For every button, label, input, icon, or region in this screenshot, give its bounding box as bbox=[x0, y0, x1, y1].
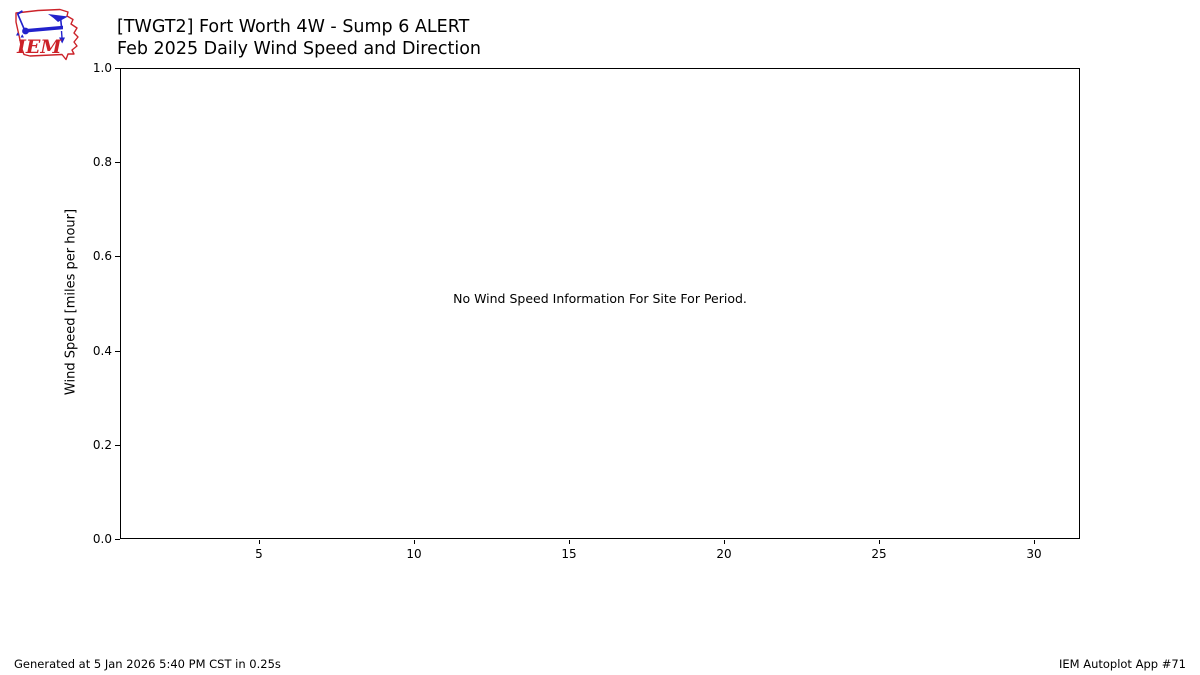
y-tick-mark bbox=[115, 351, 120, 352]
y-tick-label: 0.8 bbox=[92, 155, 112, 169]
x-tick-mark bbox=[1034, 540, 1035, 544]
x-tick-label: 5 bbox=[255, 547, 263, 561]
x-tick-mark bbox=[724, 540, 725, 544]
x-tick-mark bbox=[569, 540, 570, 544]
y-tick-mark bbox=[115, 256, 120, 257]
x-tick-mark bbox=[414, 540, 415, 544]
x-tick-mark bbox=[879, 540, 880, 544]
y-tick-label: 1.0 bbox=[92, 61, 112, 75]
y-tick-label: 0.0 bbox=[92, 532, 112, 546]
y-tick-mark bbox=[115, 445, 120, 446]
no-data-message: No Wind Speed Information For Site For P… bbox=[453, 291, 747, 306]
x-tick-mark bbox=[259, 540, 260, 544]
x-tick-label: 20 bbox=[716, 547, 732, 561]
x-tick-label: 30 bbox=[1026, 547, 1042, 561]
generated-timestamp: Generated at 5 Jan 2026 5:40 PM CST in 0… bbox=[14, 657, 281, 671]
plot-area bbox=[120, 68, 1080, 539]
iem-logo: IEM bbox=[15, 8, 79, 61]
y-tick-mark bbox=[115, 68, 120, 69]
y-axis-label: Wind Speed [miles per hour] bbox=[63, 208, 79, 396]
y-tick-mark bbox=[115, 539, 120, 540]
y-tick-label: 0.2 bbox=[92, 438, 112, 452]
y-tick-mark bbox=[115, 162, 120, 163]
chart-title: [TWGT2] Fort Worth 4W - Sump 6 ALERT bbox=[117, 17, 470, 37]
anemometer-icon bbox=[16, 10, 68, 44]
x-tick-label: 25 bbox=[871, 547, 887, 561]
iem-logo-text: IEM bbox=[16, 36, 62, 58]
app-attribution: IEM Autoplot App #71 bbox=[1058, 657, 1186, 671]
y-tick-label: 0.4 bbox=[92, 344, 112, 358]
chart-subtitle: Feb 2025 Daily Wind Speed and Direction bbox=[117, 39, 481, 59]
x-tick-label: 10 bbox=[406, 547, 422, 561]
y-tick-label: 0.6 bbox=[92, 249, 112, 263]
iowa-outline-icon bbox=[15, 8, 79, 61]
x-tick-label: 15 bbox=[561, 547, 577, 561]
chart-title-block: [TWGT2] Fort Worth 4W - Sump 6 ALERT Feb… bbox=[117, 16, 481, 60]
